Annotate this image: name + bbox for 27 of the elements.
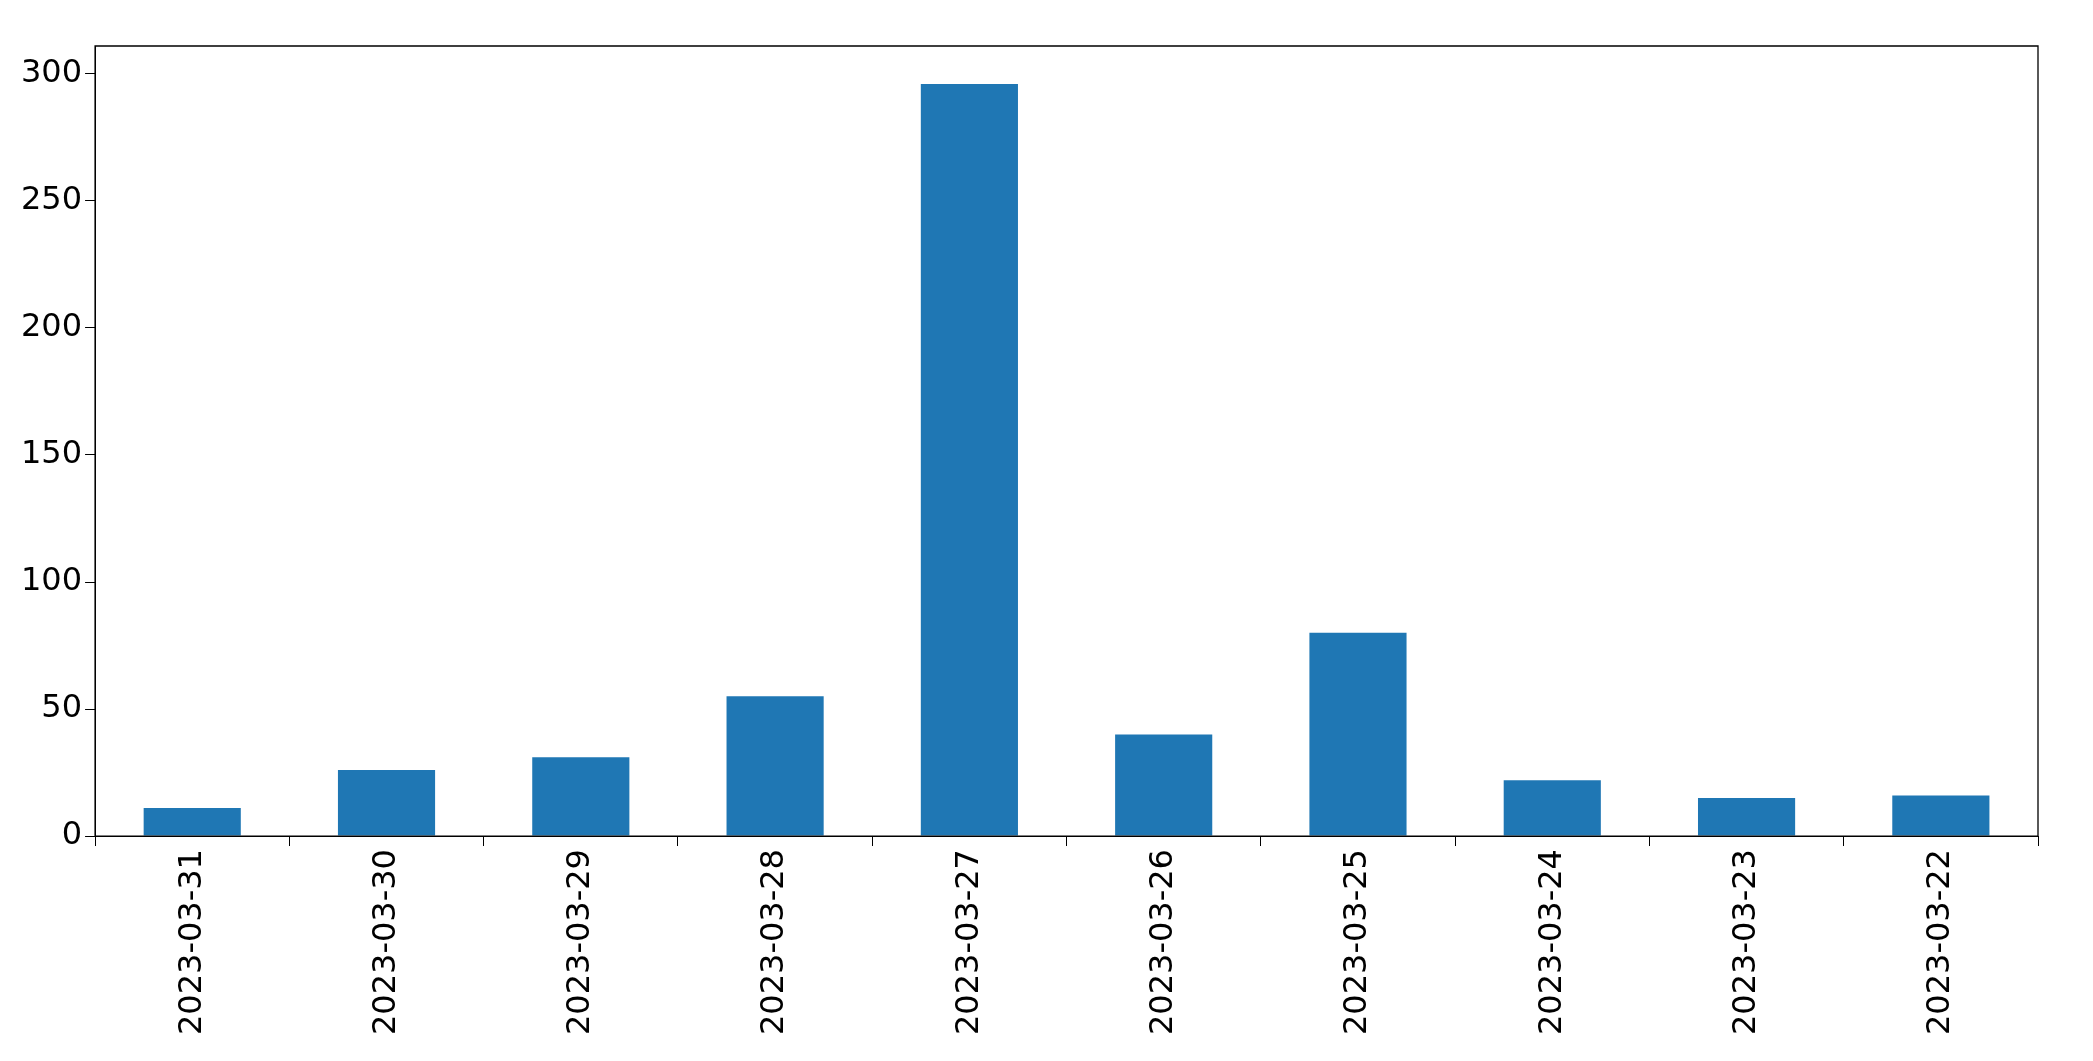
y-tick-label: 200	[21, 306, 83, 345]
x-tick-label: 2023-03-31	[170, 849, 209, 1035]
bar	[1892, 795, 1990, 836]
y-tick-label: 0	[61, 814, 83, 853]
x-tick-label: 2023-03-26	[1142, 849, 1180, 1035]
bar	[1115, 734, 1213, 836]
bar	[337, 769, 436, 836]
bar	[532, 757, 630, 836]
y-tick-label: 300	[21, 52, 83, 91]
bar	[1503, 780, 1601, 836]
x-tick-label: 2023-03-27	[947, 849, 986, 1035]
x-tick-label: 2023-03-24	[1530, 849, 1569, 1035]
y-tick-label: 50	[41, 687, 83, 726]
bar	[1697, 797, 1796, 836]
x-tick-label: 2023-03-22	[1919, 849, 1958, 1035]
x-tick-label: 2023-03-25	[1336, 849, 1375, 1035]
x-tick-label: 2023-03-30	[364, 849, 403, 1035]
x-tick-label: 2023-03-29	[559, 849, 598, 1035]
bar	[143, 808, 241, 836]
bar	[920, 84, 1018, 836]
y-tick-label: 150	[21, 433, 83, 472]
x-tick-label: 2023-03-28	[753, 849, 792, 1035]
bar	[1309, 632, 1407, 836]
y-tick-label: 100	[21, 560, 83, 599]
y-tick-label: 250	[21, 179, 83, 218]
x-tick-label: 2023-03-23	[1724, 849, 1763, 1035]
bar	[726, 696, 824, 836]
